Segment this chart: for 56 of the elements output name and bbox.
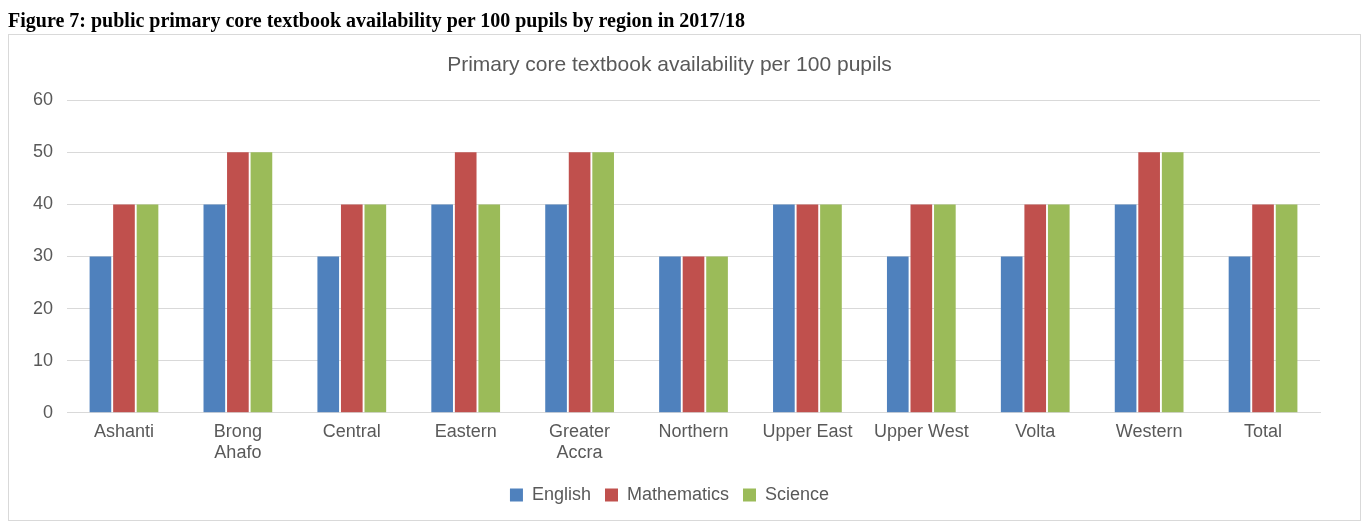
bar [203,204,226,413]
bar [1252,204,1274,413]
bar [1138,152,1160,413]
bar [1024,204,1047,413]
bar [1047,204,1070,413]
x-tick-label: Western [1115,420,1183,441]
y-tick-label: 50 [32,141,54,162]
bar [250,152,273,413]
caption: Figure 7: public primary core textbook availability per 100 pupils by region in 2017/18 [8,8,746,32]
x-tick-label: Ashanti [93,420,154,441]
bar [89,256,112,413]
bar [796,204,819,413]
bar [568,152,591,413]
bar [1114,204,1137,413]
bar [454,152,477,413]
chart-title: Primary core textbook availability per 100 pupils [447,52,892,76]
x-tick-label: Total [1244,420,1283,441]
x-tick-label: Upper East [762,420,853,441]
bar [910,204,933,413]
bar [113,204,135,413]
y-tick-label: 20 [32,297,54,318]
bar [136,204,159,413]
x-tick-label: Upper West [873,420,969,441]
bar [545,204,567,413]
bar [431,204,453,413]
bar [886,256,909,413]
y-tick-label: 10 [32,349,54,370]
bar [364,204,387,413]
bar [317,256,340,413]
y-tick-label: 30 [32,245,54,266]
bar [227,152,249,413]
bar [1275,204,1298,413]
y-tick-label: 60 [32,89,54,110]
bar [1161,152,1184,413]
x-tick-label: Northern [658,420,729,441]
bar [592,152,614,413]
bar [934,204,956,413]
bar [820,204,842,413]
bar [706,256,728,413]
bar [659,256,681,413]
legend-label: Science [765,483,830,504]
bar [773,204,795,413]
legend-label: English [531,483,591,504]
x-tick-label: Volta [1015,420,1057,441]
bar [1228,256,1251,413]
bar [478,204,501,413]
y-tick-label: 0 [43,401,54,422]
bar [1000,256,1023,413]
legend-label: Mathematics [626,483,730,504]
x-tick-label: Central [322,420,381,441]
bar [340,204,363,413]
bar [682,256,705,413]
x-tick-label: Greater Accra [549,420,611,463]
x-tick-label: Eastern [434,420,497,441]
y-tick-label: 40 [32,193,54,214]
x-tick-label: Brong Ahafo [213,420,262,463]
